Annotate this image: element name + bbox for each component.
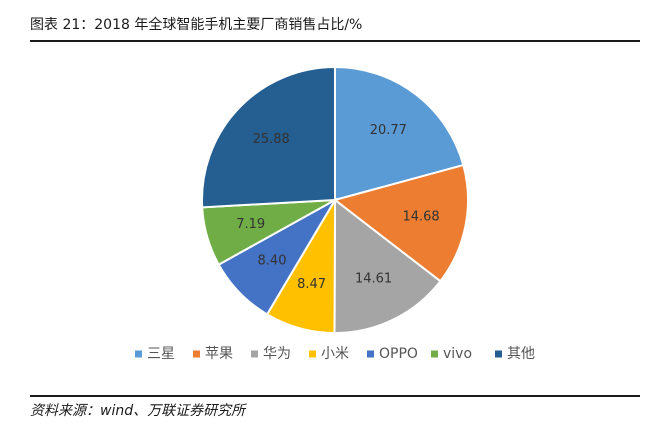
legend-label-4: OPPO — [379, 346, 418, 362]
legend-label-2: 华为 — [263, 346, 291, 362]
legend-swatch-1 — [193, 350, 200, 358]
legend-swatch-5 — [431, 350, 438, 358]
legend-label-0: 三星 — [147, 346, 175, 362]
legend-label-1: 苹果 — [205, 346, 233, 362]
slice-label-4: 8.40 — [258, 254, 287, 269]
pie-slice-6 — [201, 65, 336, 209]
legend-swatch-4 — [367, 350, 374, 358]
source-note: 资料来源：wind、万联证券研究所 — [30, 403, 246, 419]
legend-swatch-6 — [495, 350, 502, 358]
legend-item-0: 三星 — [135, 346, 175, 362]
slice-label-1: 14.68 — [402, 210, 439, 225]
pie-labels: 20.77 14.68 14.61 8.47 8.40 7.19 25.88 — [236, 123, 439, 292]
legend-label-5: vivo — [443, 346, 472, 362]
pie-slices — [201, 65, 469, 335]
legend-swatch-0 — [135, 350, 142, 358]
legend-swatch-2 — [251, 350, 258, 358]
legend-item-3: 小米 — [309, 346, 349, 362]
slice-label-3: 8.47 — [297, 277, 326, 292]
legend-item-4: OPPO — [367, 346, 418, 362]
legend-item-1: 苹果 — [193, 346, 233, 362]
chart-caption: 图表 21：2018 年全球智能手机主要厂商销售占比/% — [30, 17, 363, 33]
legend-label-6: 其他 — [507, 346, 535, 362]
legend-swatch-3 — [309, 350, 316, 358]
pie-slice-0 — [334, 65, 465, 202]
legend-item-2: 华为 — [251, 346, 291, 362]
legend-item-6: 其他 — [495, 346, 535, 362]
top-rule — [30, 40, 640, 42]
slice-label-6: 25.88 — [253, 132, 290, 147]
pie-slice-2 — [333, 197, 442, 335]
slice-label-2: 14.61 — [355, 271, 392, 286]
legend: 三星 苹果 华为 小米 OPPO vivo 其他 — [135, 346, 535, 362]
pie-slice-1 — [332, 163, 469, 283]
slice-label-0: 20.77 — [370, 123, 407, 138]
legend-item-5: vivo — [431, 346, 472, 362]
slice-label-5: 7.19 — [236, 217, 265, 232]
legend-label-3: 小米 — [321, 346, 349, 362]
bottom-rule — [30, 395, 640, 397]
